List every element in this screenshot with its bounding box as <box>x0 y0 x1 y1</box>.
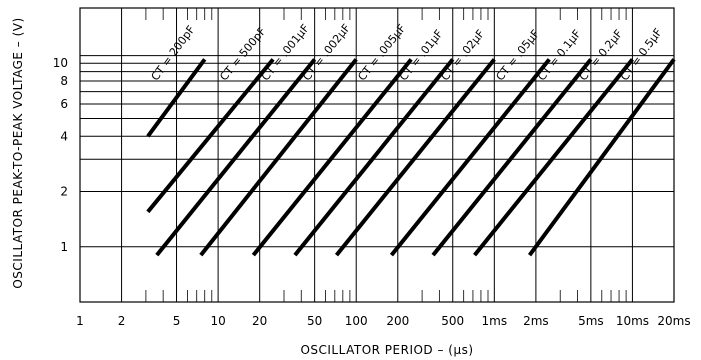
x-tick-label: 5ms <box>578 314 604 328</box>
y-axis: 1 2 4 6 8 10 <box>53 56 68 254</box>
series-line <box>389 58 551 257</box>
x-tick-label: 20ms <box>657 314 690 328</box>
x-tick-label: 10 <box>210 314 225 328</box>
series-line <box>473 58 634 257</box>
series-label: CT = 200pF <box>149 23 198 83</box>
series-label: CT = 0.5μF <box>618 26 665 83</box>
series-line <box>527 58 676 257</box>
series-line <box>155 58 317 257</box>
y-tick-label: 2 <box>60 185 68 199</box>
y-tick-label: 6 <box>60 97 68 111</box>
series-line <box>146 58 275 214</box>
x-tick-label: 5 <box>173 314 181 328</box>
y-tick-label: 10 <box>53 56 68 70</box>
x-tick-label: 2 <box>118 314 126 328</box>
series-line <box>293 58 455 257</box>
y-tick-label: 8 <box>60 74 68 88</box>
x-axis-title: OSCILLATOR PERIOD – (μs) <box>300 343 473 357</box>
x-tick-label: 1ms <box>482 314 508 328</box>
x-tick-label: 20 <box>252 314 267 328</box>
series-line <box>431 58 593 257</box>
y-tick-label: 4 <box>60 129 68 143</box>
series-line <box>146 58 207 138</box>
x-tick-label: 10ms <box>616 314 649 328</box>
y-tick-label: 1 <box>60 240 68 254</box>
series-line <box>334 58 496 257</box>
y-axis-title: OSCILLATOR PEAK-TO-PEAK VOLTAGE – (V) <box>11 17 25 288</box>
x-tick-label: 50 <box>307 314 322 328</box>
series-line <box>251 58 413 257</box>
x-tick-label: 200 <box>386 314 409 328</box>
x-tick-label: 2ms <box>523 314 549 328</box>
x-tick-label: 1 <box>76 314 84 328</box>
series-group <box>146 58 676 257</box>
x-axis: 1 2 5 10 20 50 100 200 500 1ms 2ms 5ms 10ms 20ms <box>76 314 690 328</box>
x-tick-label: 100 <box>345 314 368 328</box>
x-tick-label: 500 <box>441 314 464 328</box>
series-line <box>199 58 358 257</box>
